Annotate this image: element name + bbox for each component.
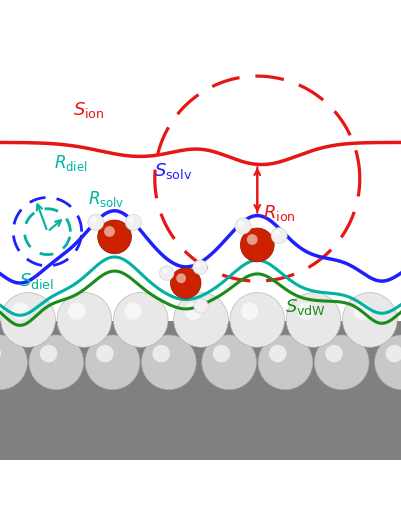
Circle shape <box>201 335 256 390</box>
Circle shape <box>268 345 286 362</box>
Circle shape <box>374 335 401 390</box>
Circle shape <box>173 293 228 347</box>
Circle shape <box>240 228 273 262</box>
Circle shape <box>229 293 284 347</box>
Circle shape <box>240 303 258 320</box>
Bar <box>0 321 401 460</box>
Circle shape <box>12 303 29 320</box>
Circle shape <box>324 345 342 362</box>
Circle shape <box>212 345 230 362</box>
Circle shape <box>273 231 279 236</box>
Circle shape <box>234 218 250 234</box>
Circle shape <box>296 303 314 320</box>
Circle shape <box>192 260 207 275</box>
Circle shape <box>125 214 141 231</box>
Circle shape <box>270 227 286 243</box>
Circle shape <box>97 220 131 254</box>
Circle shape <box>128 217 134 223</box>
Circle shape <box>1 293 55 347</box>
Circle shape <box>237 221 243 226</box>
Text: $S_\mathrm{solv}$: $S_\mathrm{solv}$ <box>153 161 192 181</box>
Circle shape <box>162 268 167 274</box>
Circle shape <box>184 303 202 320</box>
Circle shape <box>85 335 140 390</box>
Circle shape <box>152 345 170 362</box>
Circle shape <box>0 335 27 390</box>
Circle shape <box>88 214 104 231</box>
Text: $S_\mathrm{vdW}$: $S_\mathrm{vdW}$ <box>284 297 325 317</box>
Circle shape <box>91 217 97 223</box>
Text: $R_\mathrm{diel}$: $R_\mathrm{diel}$ <box>53 152 87 172</box>
Circle shape <box>141 335 196 390</box>
Text: $S_\mathrm{diel}$: $S_\mathrm{diel}$ <box>18 271 54 291</box>
Circle shape <box>170 268 200 298</box>
Circle shape <box>246 234 257 245</box>
Circle shape <box>314 335 368 390</box>
Text: $S_\mathrm{ion}$: $S_\mathrm{ion}$ <box>73 100 104 120</box>
Circle shape <box>68 303 85 320</box>
Circle shape <box>96 345 113 362</box>
Circle shape <box>57 293 111 347</box>
Circle shape <box>352 303 370 320</box>
Circle shape <box>342 293 396 347</box>
Circle shape <box>195 263 200 268</box>
Circle shape <box>40 345 57 362</box>
Circle shape <box>193 299 208 313</box>
Circle shape <box>104 226 115 237</box>
Circle shape <box>29 335 83 390</box>
Circle shape <box>176 274 186 283</box>
Text: $R_\mathrm{ion}$: $R_\mathrm{ion}$ <box>262 203 295 223</box>
Circle shape <box>159 266 174 280</box>
Circle shape <box>385 345 401 362</box>
Circle shape <box>0 345 1 362</box>
Circle shape <box>257 335 312 390</box>
Circle shape <box>113 293 168 347</box>
Circle shape <box>286 293 340 347</box>
Text: $R_\mathrm{solv}$: $R_\mathrm{solv}$ <box>88 189 124 209</box>
Circle shape <box>124 303 142 320</box>
